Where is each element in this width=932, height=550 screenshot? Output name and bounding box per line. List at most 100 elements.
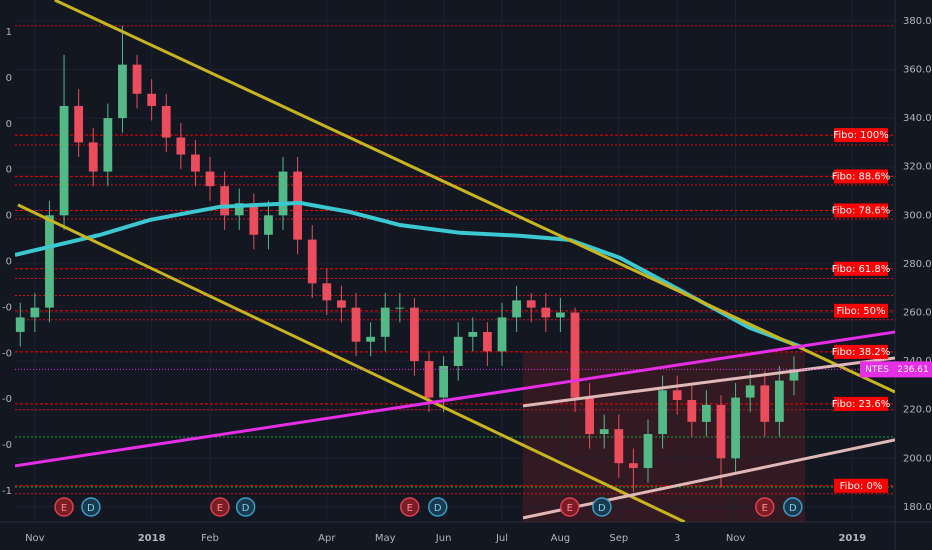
x-tick-label: May — [375, 533, 396, 544]
candle-body — [614, 429, 624, 464]
candle-body — [322, 283, 332, 301]
candle-body — [118, 64, 127, 119]
candle-body — [658, 390, 667, 435]
fibo-label-box — [834, 169, 888, 184]
y-tick-label: 260.00 — [903, 308, 932, 319]
candle-body — [234, 203, 244, 216]
trendline — [15, 330, 895, 468]
event-label: D — [242, 503, 250, 514]
left-label: 0 — [6, 257, 12, 268]
left-label: -0 — [2, 348, 12, 359]
left-label: 0 — [6, 73, 12, 84]
x-tick-label: Aug — [551, 533, 571, 544]
fibo-label: Fibo: 100% — [833, 130, 888, 141]
candle-body — [629, 463, 638, 469]
candle-body — [161, 105, 171, 138]
trendline — [54, 0, 895, 394]
candle-body — [497, 317, 507, 352]
fibo-label-box — [834, 128, 888, 143]
candle-body — [483, 331, 492, 352]
x-tick-label: 2019 — [838, 533, 866, 544]
y-tick-label: 180.00 — [903, 502, 932, 513]
candle-body — [731, 397, 740, 459]
candle-body — [585, 397, 594, 435]
trendline — [17, 203, 686, 522]
candle-body — [351, 307, 361, 342]
left-label: -0 — [2, 440, 12, 451]
y-tick-label: 320.00 — [903, 162, 932, 173]
candle-body — [15, 317, 25, 332]
price-tag — [895, 361, 932, 378]
candle-body — [249, 203, 259, 235]
candle-body — [512, 300, 521, 318]
fibo-label: Fibo: 23.6% — [832, 399, 891, 410]
left-label: -0 — [2, 394, 12, 405]
plot — [15, 0, 895, 522]
candle-body — [278, 171, 288, 216]
candle-body — [672, 390, 682, 401]
event-marker — [428, 497, 448, 517]
event-marker — [81, 497, 101, 517]
event-marker — [755, 497, 775, 517]
event-label: D — [789, 503, 797, 514]
event-label: E — [762, 503, 768, 514]
event-label: E — [217, 503, 223, 514]
fibo-label-box — [834, 396, 888, 411]
event-marker — [210, 497, 230, 517]
x-tick-label: Nov — [25, 533, 45, 544]
candle-body — [220, 186, 230, 216]
trendline — [522, 438, 895, 520]
left-label: -0 — [2, 302, 12, 313]
x-tick-label: Apr — [318, 533, 336, 544]
candle-body — [59, 105, 69, 216]
left-label: 0 — [6, 119, 12, 130]
y-tick-label: 380.00 — [903, 16, 932, 27]
candle-body — [541, 307, 551, 318]
candle-body — [556, 312, 565, 318]
event-marker — [783, 497, 803, 517]
event-label: E — [407, 503, 413, 514]
candle-body — [395, 307, 405, 309]
candle-body — [30, 307, 40, 318]
candle-body — [410, 307, 419, 362]
left-label: 0 — [6, 211, 12, 222]
fibo-label: Fibo: 50% — [836, 306, 885, 317]
y-tick-label: 340.00 — [903, 113, 932, 124]
candle-body — [468, 331, 478, 337]
candle-body — [45, 215, 54, 308]
candle-body — [789, 369, 799, 381]
y-tick-label: 300.00 — [903, 210, 932, 221]
candle-body — [147, 93, 157, 106]
event-label: D — [598, 503, 606, 514]
candle-body — [264, 215, 273, 235]
y-tick-label: 280.00 — [903, 259, 932, 270]
candle-body — [760, 385, 770, 422]
candle-body — [307, 239, 317, 284]
trendline — [522, 356, 895, 408]
fibo-label-box — [834, 303, 888, 318]
event-label: D — [87, 503, 95, 514]
candle-body — [453, 336, 463, 366]
fibo-label-box — [834, 344, 888, 359]
x-tick-label: Sep — [609, 533, 628, 544]
candle-body — [687, 400, 697, 422]
price-tag-value: 236.61 — [897, 365, 929, 375]
y-tick-label: 220.00 — [903, 405, 932, 416]
event-marker — [592, 497, 612, 517]
left-label: 0 — [6, 165, 12, 176]
candle-body — [337, 300, 346, 308]
event-marker — [235, 497, 256, 517]
candle-body — [643, 434, 653, 469]
candle-body — [88, 142, 98, 172]
y-tick-label: 360.00 — [903, 65, 932, 76]
candle-body — [702, 404, 711, 422]
x-tick-label: Nov — [726, 533, 746, 544]
moving-average — [15, 200, 806, 350]
x-tick-label: Feb — [201, 533, 219, 544]
left-label: -1 — [2, 486, 12, 497]
event-label: D — [434, 503, 442, 514]
fibo-label: Fibo: 78.6% — [832, 205, 891, 216]
candle-body — [74, 105, 84, 143]
candle-body — [745, 385, 755, 398]
candle-body — [293, 171, 303, 240]
